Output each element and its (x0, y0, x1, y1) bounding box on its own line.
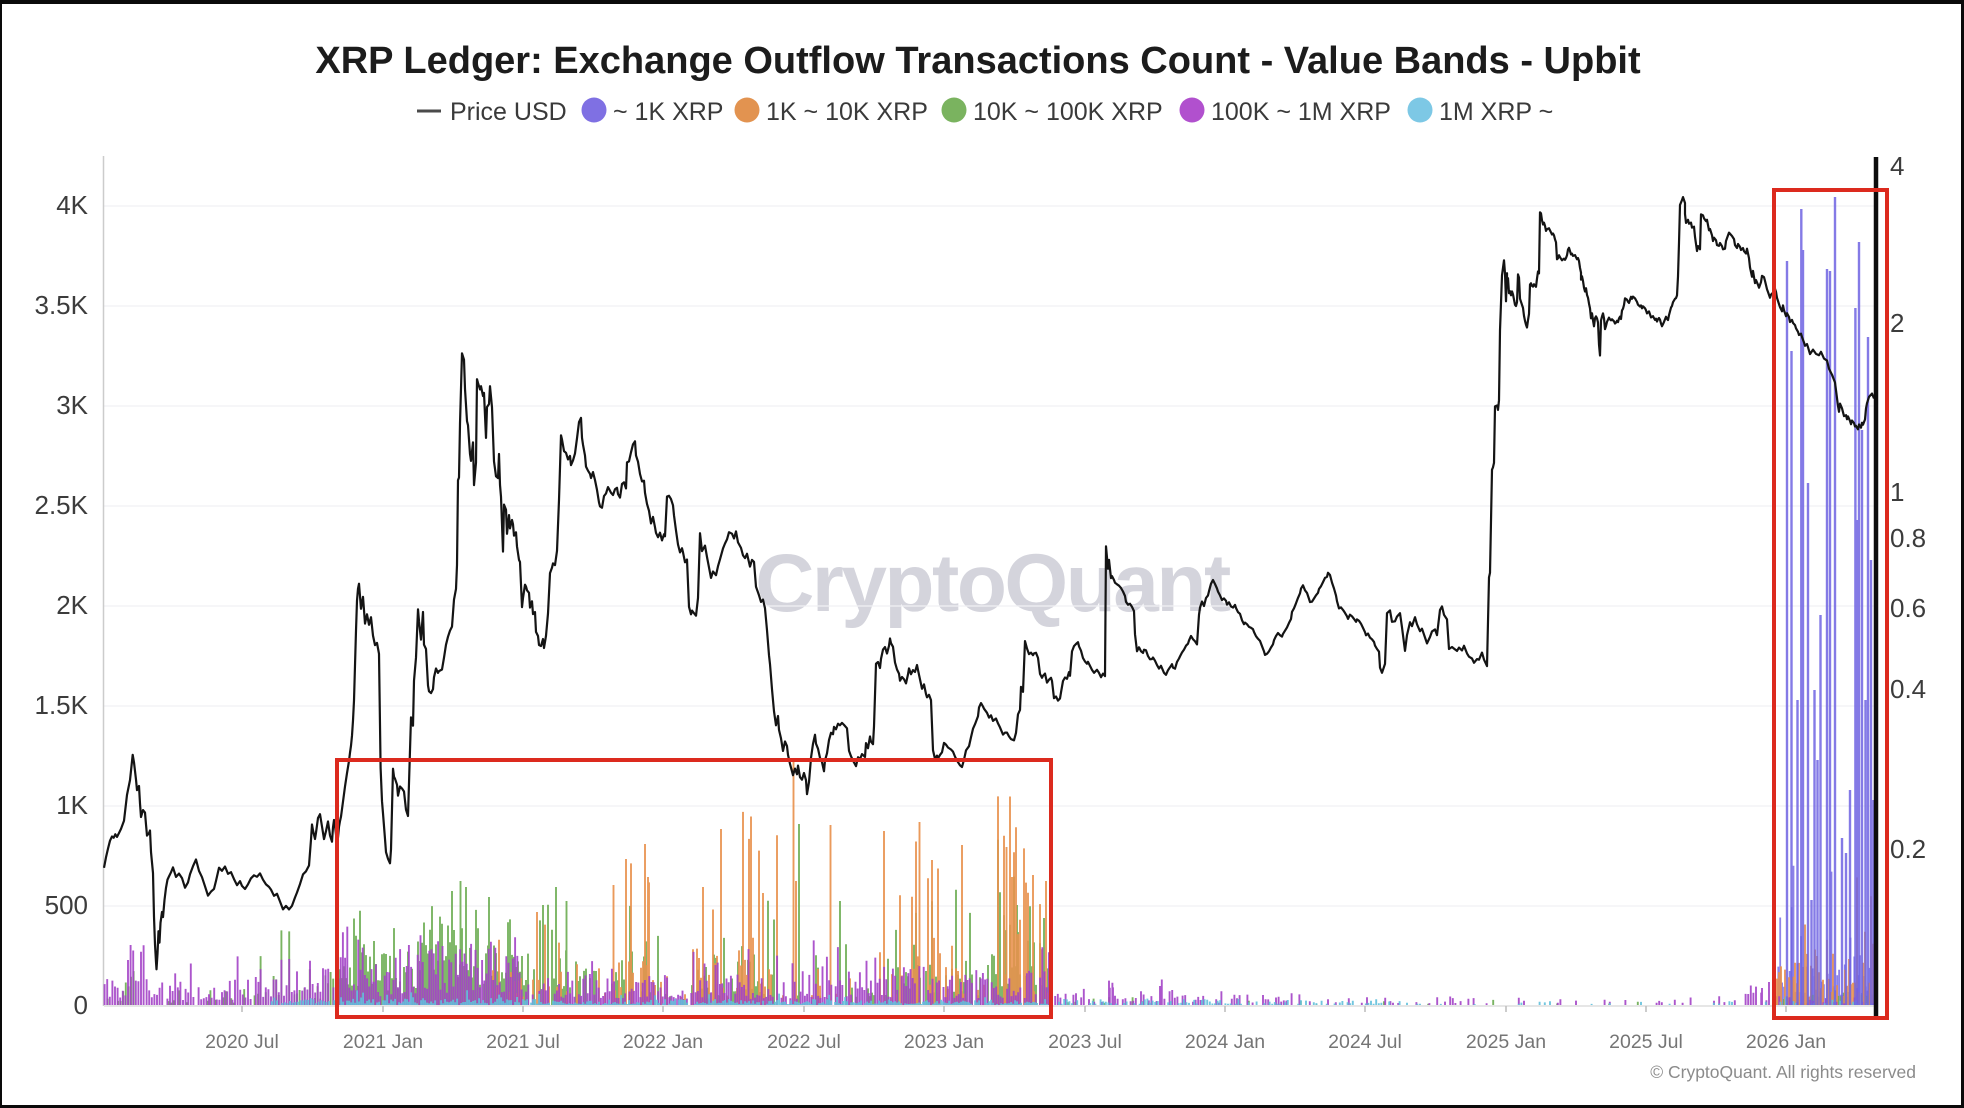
svg-text:100K ~ 1M XRP: 100K ~ 1M XRP (1211, 98, 1391, 126)
svg-text:2025 Jul: 2025 Jul (1609, 1031, 1683, 1053)
svg-text:2022 Jul: 2022 Jul (767, 1031, 841, 1053)
svg-text:0.6: 0.6 (1890, 593, 1926, 623)
svg-text:1: 1 (1890, 477, 1904, 507)
svg-text:0.2: 0.2 (1890, 834, 1926, 864)
svg-text:CryptoQuant: CryptoQuant (755, 538, 1231, 629)
svg-text:Price USD: Price USD (450, 98, 567, 126)
svg-text:~ 1K XRP: ~ 1K XRP (613, 98, 723, 126)
svg-text:2: 2 (1890, 308, 1904, 338)
svg-text:2023 Jan: 2023 Jan (904, 1031, 984, 1053)
svg-text:4: 4 (1890, 151, 1904, 181)
svg-text:2K: 2K (56, 590, 88, 620)
svg-text:0.8: 0.8 (1890, 523, 1926, 553)
svg-text:1M XRP ~: 1M XRP ~ (1439, 98, 1553, 126)
svg-text:2023 Jul: 2023 Jul (1048, 1031, 1122, 1053)
svg-text:2024 Jan: 2024 Jan (1185, 1031, 1265, 1053)
svg-text:2.5K: 2.5K (35, 490, 89, 520)
svg-text:0: 0 (74, 990, 88, 1020)
svg-text:XRP Ledger: Exchange Outflow T: XRP Ledger: Exchange Outflow Transaction… (315, 40, 1641, 82)
svg-text:1K ~ 10K XRP: 1K ~ 10K XRP (766, 98, 928, 126)
svg-text:4K: 4K (56, 190, 88, 220)
svg-text:2025 Jan: 2025 Jan (1466, 1031, 1546, 1053)
svg-text:2021 Jul: 2021 Jul (486, 1031, 560, 1053)
svg-text:2024 Jul: 2024 Jul (1328, 1031, 1402, 1053)
svg-text:3.5K: 3.5K (35, 290, 89, 320)
svg-text:2021 Jan: 2021 Jan (343, 1031, 423, 1053)
svg-text:1.5K: 1.5K (35, 690, 89, 720)
svg-text:© CryptoQuant. All rights rese: © CryptoQuant. All rights reserved (1650, 1062, 1916, 1082)
svg-text:2022 Jan: 2022 Jan (623, 1031, 703, 1053)
svg-text:0.4: 0.4 (1890, 674, 1926, 704)
svg-text:3K: 3K (56, 390, 88, 420)
svg-text:2020 Jul: 2020 Jul (205, 1031, 279, 1053)
svg-text:2026 Jan: 2026 Jan (1746, 1031, 1826, 1053)
svg-text:500: 500 (45, 890, 88, 920)
svg-text:1K: 1K (56, 790, 88, 820)
svg-text:10K ~ 100K XRP: 10K ~ 100K XRP (973, 98, 1163, 126)
